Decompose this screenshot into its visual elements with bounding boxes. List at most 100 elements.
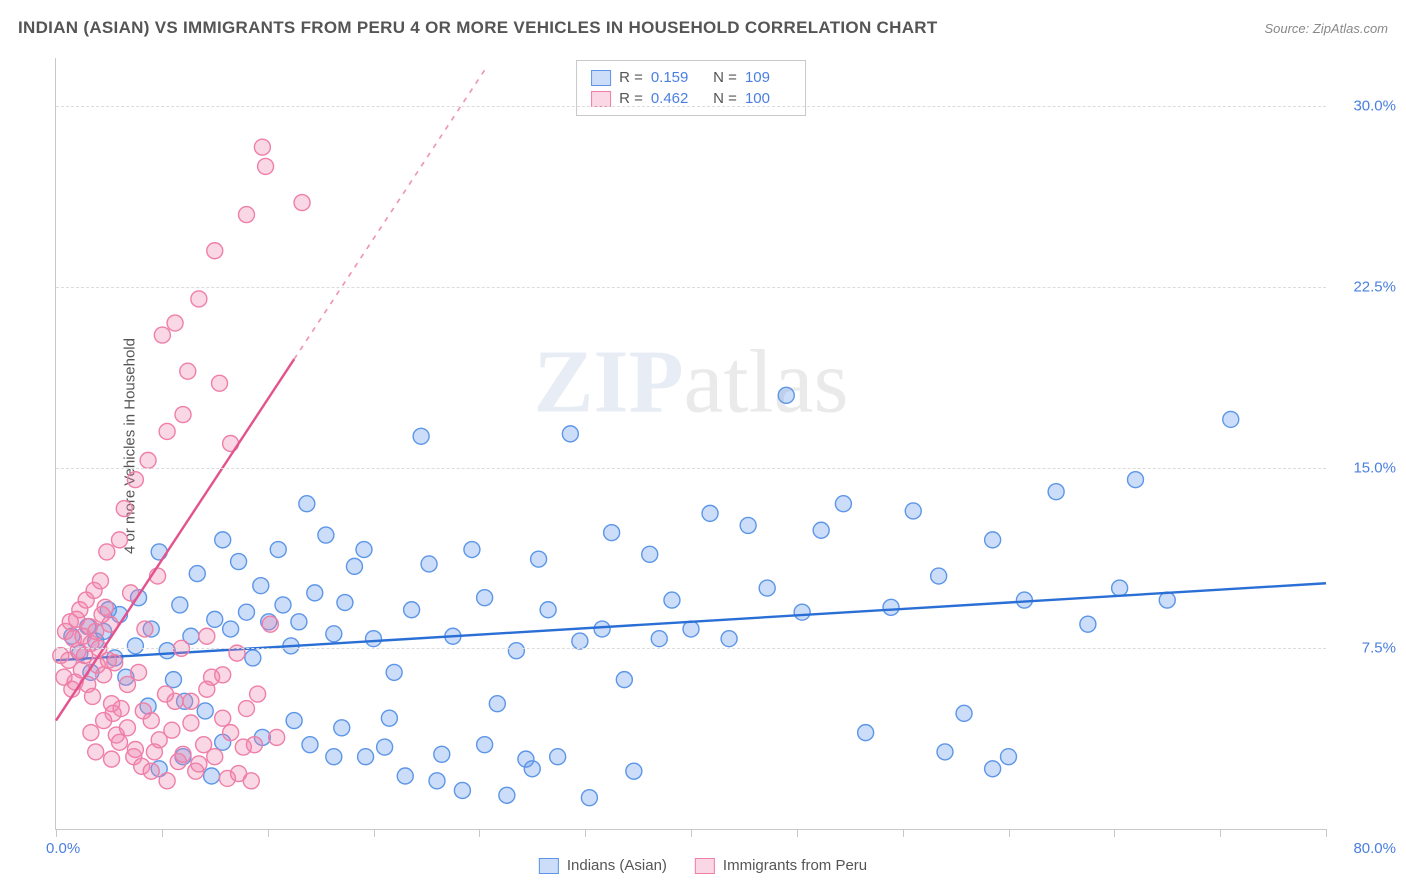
scatter-point <box>212 375 228 391</box>
scatter-point <box>245 650 261 666</box>
scatter-point <box>358 749 374 765</box>
scatter-point <box>269 729 285 745</box>
scatter-point <box>985 761 1001 777</box>
scatter-point <box>99 544 115 560</box>
scatter-point <box>508 643 524 659</box>
scatter-point <box>191 291 207 307</box>
scatter-point <box>651 631 667 647</box>
chart-title: INDIAN (ASIAN) VS IMMIGRANTS FROM PERU 4… <box>18 18 938 38</box>
scatter-point <box>119 720 135 736</box>
stat-r-label: R = <box>619 69 643 86</box>
scatter-point <box>172 597 188 613</box>
stat-n-label: N = <box>705 69 737 86</box>
x-tick <box>797 829 798 837</box>
scatter-svg <box>56 58 1326 829</box>
stats-legend: R = 0.159 N = 109R = 0.462 N = 100 <box>576 60 806 116</box>
scatter-point <box>199 681 215 697</box>
scatter-point <box>253 578 269 594</box>
x-tick <box>1326 829 1327 837</box>
scatter-point <box>191 756 207 772</box>
scatter-point <box>204 768 220 784</box>
scatter-point <box>140 452 156 468</box>
scatter-point <box>572 633 588 649</box>
scatter-point <box>231 766 247 782</box>
x-max-label: 80.0% <box>1336 840 1396 857</box>
scatter-point <box>562 426 578 442</box>
stat-n-value: 100 <box>745 90 791 107</box>
scatter-point <box>215 667 231 683</box>
scatter-point <box>159 643 175 659</box>
scatter-point <box>275 597 291 613</box>
x-tick <box>1114 829 1115 837</box>
scatter-point <box>286 713 302 729</box>
scatter-point <box>154 327 170 343</box>
scatter-point <box>291 614 307 630</box>
scatter-point <box>594 621 610 637</box>
scatter-point <box>137 621 153 637</box>
scatter-point <box>683 621 699 637</box>
scatter-point <box>175 407 191 423</box>
scatter-point <box>1128 472 1144 488</box>
source-attribution: Source: ZipAtlas.com <box>1264 21 1388 36</box>
scatter-point <box>270 542 286 558</box>
scatter-point <box>127 472 143 488</box>
x-tick <box>903 829 904 837</box>
scatter-point <box>883 599 899 615</box>
scatter-point <box>642 546 658 562</box>
scatter-point <box>239 604 255 620</box>
scatter-point <box>299 496 315 512</box>
scatter-point <box>905 503 921 519</box>
gridline-h <box>56 648 1326 649</box>
scatter-point <box>464 542 480 558</box>
scatter-point <box>813 522 829 538</box>
scatter-point <box>356 542 372 558</box>
scatter-point <box>223 621 239 637</box>
scatter-point <box>499 787 515 803</box>
y-tick-label: 30.0% <box>1336 98 1396 115</box>
scatter-point <box>307 585 323 601</box>
x-tick <box>56 829 57 837</box>
legend-item-peru: Immigrants from Peru <box>695 857 867 874</box>
scatter-point <box>116 501 132 517</box>
scatter-point <box>429 773 445 789</box>
scatter-point <box>143 763 159 779</box>
scatter-point <box>326 749 342 765</box>
scatter-point <box>246 737 262 753</box>
stats-row: R = 0.159 N = 109 <box>591 67 791 88</box>
scatter-point <box>239 207 255 223</box>
scatter-point <box>318 527 334 543</box>
scatter-point <box>159 423 175 439</box>
scatter-point <box>477 737 493 753</box>
swatch-icon <box>591 91 611 107</box>
scatter-point <box>215 710 231 726</box>
scatter-point <box>956 705 972 721</box>
scatter-point <box>1223 411 1239 427</box>
scatter-point <box>151 732 167 748</box>
scatter-point <box>197 703 213 719</box>
scatter-point <box>778 387 794 403</box>
scatter-point <box>702 505 718 521</box>
scatter-point <box>337 595 353 611</box>
scatter-point <box>1080 616 1096 632</box>
y-tick-label: 22.5% <box>1336 278 1396 295</box>
scatter-point <box>326 626 342 642</box>
scatter-point <box>294 195 310 211</box>
scatter-point <box>759 580 775 596</box>
scatter-point <box>434 746 450 762</box>
scatter-point <box>183 715 199 731</box>
scatter-point <box>199 628 215 644</box>
scatter-point <box>386 664 402 680</box>
scatter-point <box>489 696 505 712</box>
scatter-point <box>1001 749 1017 765</box>
scatter-point <box>127 638 143 654</box>
scatter-point <box>604 525 620 541</box>
scatter-point <box>626 763 642 779</box>
scatter-point <box>302 737 318 753</box>
x-tick <box>1009 829 1010 837</box>
bottom-legend: Indians (Asian) Immigrants from Peru <box>539 857 867 874</box>
y-tick-label: 15.0% <box>1336 459 1396 476</box>
scatter-point <box>180 363 196 379</box>
stat-r-value: 0.159 <box>651 69 697 86</box>
scatter-point <box>477 590 493 606</box>
scatter-point <box>223 725 239 741</box>
